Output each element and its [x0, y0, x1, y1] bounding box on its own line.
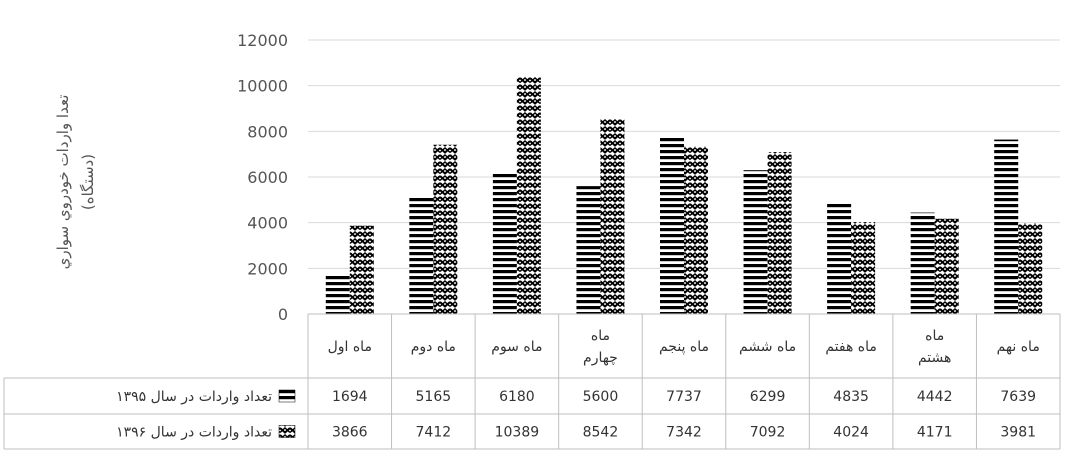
data-label: 8542	[583, 425, 619, 441]
data-label: 3866	[332, 425, 368, 441]
bar-series-2	[767, 152, 792, 314]
bar-series-1	[994, 139, 1019, 314]
bar-series-1	[660, 137, 684, 314]
bar-series-2	[1018, 223, 1043, 314]
data-label: 5165	[416, 389, 452, 405]
legend-key-series-2	[278, 425, 296, 438]
y-axis-unit: (دستگاه)	[79, 154, 97, 210]
bar-series-2	[600, 118, 625, 314]
bar-series-2	[516, 76, 541, 314]
y-axis-title: تعدا واردات خودروي سواري (دستگاه)	[54, 95, 97, 270]
bar-series-2	[851, 222, 876, 314]
data-label: 7092	[750, 425, 786, 441]
data-table: ماه اول ماه دوم ماه سوم ماه چهارم ماه پنجم ماه…	[3, 313, 1061, 450]
data-label: 6180	[499, 389, 535, 405]
data-label: 4442	[917, 389, 953, 405]
y-axis-label: تعدا واردات خودروي سواري	[54, 95, 73, 270]
series-name: تعداد واردات در سال ۱۳۹۶	[116, 425, 272, 441]
bar-series-2	[684, 146, 708, 314]
bar-series-1	[743, 170, 768, 314]
y-tick-label: 2000	[247, 259, 288, 278]
y-axis-ticks: 0 2000 4000 6000 8000 10000 12000	[237, 31, 288, 324]
y-tick-label: 0	[278, 305, 288, 324]
data-label: 7639	[1000, 389, 1036, 405]
category-label: ماه نهم	[997, 339, 1040, 355]
data-label: 10389	[495, 425, 540, 441]
category-label: ماه	[591, 328, 610, 344]
category-label: ماه سوم	[491, 339, 542, 355]
data-label: 4835	[833, 389, 869, 405]
category-label: هشتم	[918, 350, 951, 366]
bar-series-1	[576, 186, 601, 314]
category-label: ماه اول	[328, 339, 372, 355]
category-label: ماه	[925, 328, 944, 344]
data-label: 6299	[750, 389, 786, 405]
category-label: ماه هفتم	[825, 339, 877, 355]
bar-series-1	[492, 172, 517, 314]
y-tick-label: 6000	[247, 168, 288, 187]
category-label: ماه پنجم	[659, 339, 709, 355]
data-label: 1694	[332, 389, 368, 405]
data-label: 7412	[416, 425, 452, 441]
y-tick-label: 8000	[247, 122, 288, 141]
category-label: ماه دوم	[411, 339, 456, 355]
y-tick-label: 10000	[237, 77, 288, 96]
y-tick-label: 4000	[247, 214, 288, 233]
data-label: 4171	[917, 425, 953, 441]
data-label: 7342	[666, 425, 702, 441]
data-label: 7737	[666, 389, 702, 405]
bar-series-2	[349, 225, 374, 314]
bar-series-1	[827, 203, 852, 314]
category-label: چهارم	[583, 350, 618, 366]
series-name: تعداد واردات در سال ۱۳۹۵	[116, 389, 272, 405]
y-tick-label: 12000	[237, 31, 288, 50]
data-label: 3981	[1000, 425, 1036, 441]
bar-series-1	[409, 196, 434, 314]
bar-series-2	[934, 218, 959, 314]
bar-series-1	[325, 275, 350, 314]
legend-key-series-1	[278, 389, 296, 403]
data-label: 4024	[833, 425, 869, 441]
bar-series-1	[910, 212, 935, 314]
bars	[308, 76, 1060, 315]
bar-series-2	[433, 144, 458, 314]
data-label: 5600	[583, 389, 619, 405]
category-label: ماه ششم	[739, 339, 796, 355]
